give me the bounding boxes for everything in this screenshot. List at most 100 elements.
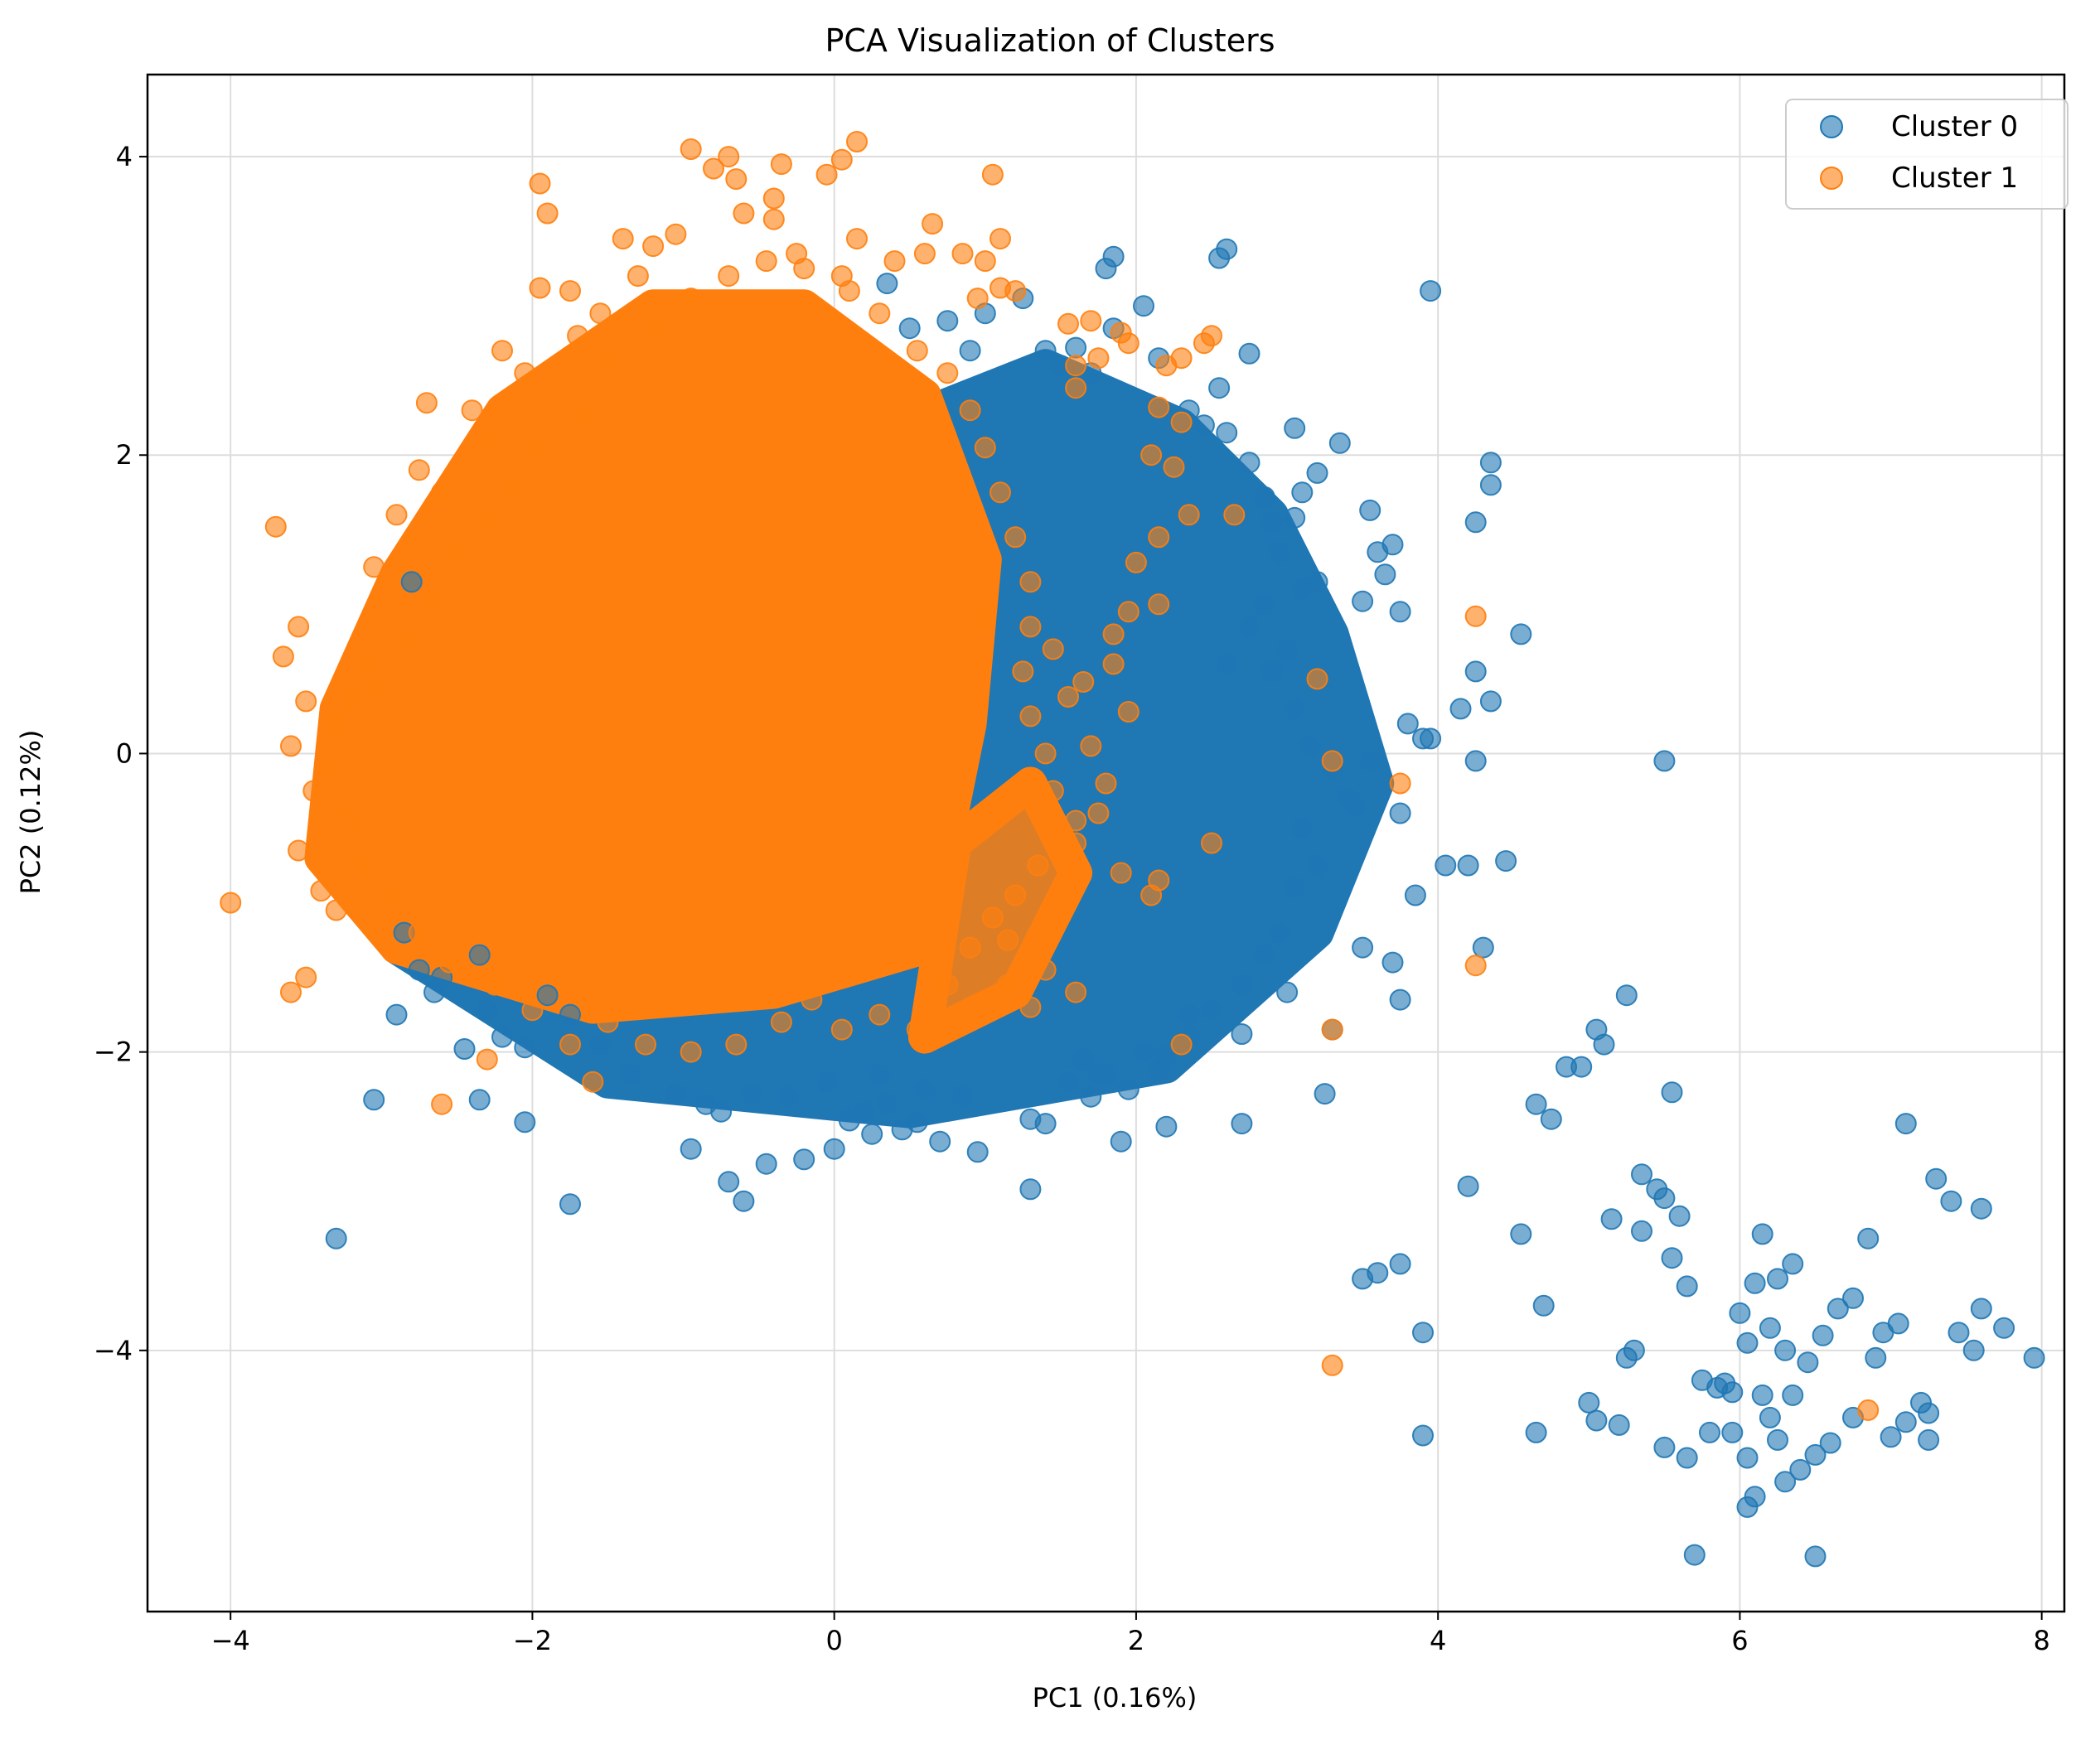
point-cluster-0 [733,1190,755,1212]
point-cluster-1 [1321,1354,1343,1376]
point-cluster-0 [1291,481,1314,504]
point-cluster-0 [906,1111,928,1133]
point-cluster-0 [778,1085,800,1108]
point-cluster-0 [1842,1287,1864,1309]
point-cluster-0 [1525,1093,1547,1115]
point-cluster-0 [514,1037,536,1059]
point-cluster-1 [1042,780,1064,802]
point-cluster-0 [423,981,445,1003]
point-cluster-0 [936,310,959,332]
legend-label-cluster-1: Cluster 1 [1891,162,2018,195]
point-cluster-0 [1782,1384,1804,1406]
point-cluster-0 [1095,258,1117,280]
point-cluster-1 [1012,660,1034,683]
point-cluster-1 [959,936,981,959]
point-cluster-0 [468,1089,491,1111]
point-cluster-0 [815,1071,838,1093]
x-tick-label: 4 [1430,1625,1446,1656]
point-cluster-0 [1314,1083,1336,1105]
point-cluster-0 [1359,750,1381,772]
point-cluster-1 [1065,810,1087,832]
point-cluster-1 [801,988,823,1011]
point-cluster-0 [1374,563,1396,586]
point-cluster-0 [1193,414,1215,437]
point-cluster-0 [1736,1447,1759,1469]
point-cluster-1 [725,168,748,191]
point-cluster-1 [981,163,1004,186]
point-cluster-0 [951,1085,974,1108]
point-cluster-0 [1155,1044,1178,1066]
point-cluster-0 [1894,1113,1917,1135]
point-cluster-1 [1117,601,1140,623]
y-tick-label: −4 [94,1335,133,1366]
point-cluster-0 [710,1100,733,1123]
point-cluster-1 [1004,526,1027,549]
point-cluster-0 [1238,616,1260,638]
point-cluster-1 [869,302,891,325]
point-cluster-0 [838,1109,860,1132]
point-cluster-1 [1117,332,1140,355]
point-cluster-0 [1381,951,1404,974]
point-cluster-1 [597,355,619,377]
point-cluster-0 [1381,534,1404,556]
point-cluster-1 [997,929,1019,951]
point-cluster-0 [1721,1421,1744,1443]
point-cluster-0 [1699,1421,1720,1443]
point-cluster-0 [1344,795,1366,817]
point-cluster-1 [1148,593,1170,616]
point-cluster-0 [1918,1402,1940,1424]
point-cluster-0 [1653,1187,1676,1210]
point-cluster-1 [476,511,498,534]
point-cluster-1 [1170,1033,1193,1056]
point-cluster-0 [589,1033,612,1056]
point-cluster-0 [1789,1458,1812,1481]
point-cluster-0 [1970,1197,1992,1220]
point-cluster-1 [264,515,287,538]
point-cluster-1 [883,250,906,273]
point-cluster-1 [718,146,740,168]
legend-marker-cluster-0 [1820,115,1843,138]
point-cluster-0 [823,1138,845,1160]
point-cluster-1 [951,243,974,265]
point-cluster-0 [1034,340,1057,362]
point-cluster-0 [1133,1041,1154,1063]
point-cluster-0 [1034,1113,1057,1135]
point-cluster-0 [1306,462,1328,484]
point-cluster-1 [1019,616,1042,638]
point-cluster-0 [1367,1262,1389,1284]
point-cluster-0 [1759,1317,1781,1339]
point-cluster-1 [1057,686,1079,708]
point-cluster-1 [461,399,483,422]
y-tick-label: 2 [116,439,133,471]
point-cluster-1 [559,1033,581,1056]
point-cluster-0 [1404,884,1426,906]
point-cluster-0 [1435,854,1457,877]
point-cluster-1 [1027,854,1049,877]
point-cluster-1 [288,839,310,862]
point-cluster-0 [1276,981,1299,1003]
point-cluster-1 [529,437,551,459]
point-cluster-1 [725,1033,748,1056]
point-cluster-1 [1042,638,1064,660]
point-cluster-1 [1389,772,1411,795]
point-cluster-0 [1208,377,1231,399]
point-cluster-0 [1072,1048,1095,1071]
point-cluster-1 [1170,411,1193,433]
point-cluster-1 [567,325,589,347]
point-cluster-1 [1080,310,1102,332]
point-cluster-1 [959,399,981,422]
point-cluster-0 [408,959,430,981]
point-cluster-0 [1087,1063,1110,1085]
point-cluster-1 [1072,671,1095,693]
point-cluster-0 [1623,1339,1645,1361]
point-cluster-1 [408,921,430,944]
point-cluster-0 [1479,452,1502,474]
point-cluster-1 [665,223,687,245]
point-cluster-1 [536,202,559,225]
point-cluster-1 [1117,701,1140,723]
point-cluster-0 [718,1171,740,1193]
point-cluster-1 [1148,396,1170,418]
point-cluster-0 [1449,698,1472,720]
point-cluster-1 [415,392,438,414]
point-cluster-0 [1532,1294,1555,1317]
